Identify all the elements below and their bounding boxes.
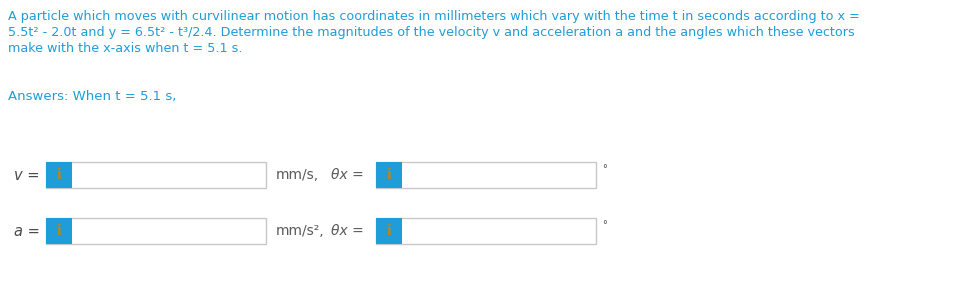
Text: A particle which moves with curvilinear motion has coordinates in millimeters wh: A particle which moves with curvilinear … <box>8 10 860 23</box>
Bar <box>46 218 266 244</box>
Text: i: i <box>386 168 391 182</box>
Text: θx =: θx = <box>331 168 363 182</box>
Bar <box>376 162 402 188</box>
Text: v =: v = <box>14 168 40 182</box>
Text: 5.5t² - 2.0t and y = 6.5t² - t³/2.4. Determine the magnitudes of the velocity v : 5.5t² - 2.0t and y = 6.5t² - t³/2.4. Det… <box>8 26 854 39</box>
Bar <box>376 218 596 244</box>
Text: i: i <box>57 224 61 238</box>
Text: i: i <box>386 224 391 238</box>
Bar <box>46 218 72 244</box>
Text: Answers: When t = 5.1 s,: Answers: When t = 5.1 s, <box>8 90 176 103</box>
Bar <box>46 162 72 188</box>
Text: °: ° <box>602 164 607 174</box>
Bar <box>376 218 402 244</box>
Text: a =: a = <box>14 223 40 239</box>
Bar <box>46 162 266 188</box>
Text: make with the x-axis when t = 5.1 s.: make with the x-axis when t = 5.1 s. <box>8 42 243 55</box>
Text: mm/s,: mm/s, <box>276 168 319 182</box>
Text: θx =: θx = <box>331 224 363 238</box>
Text: i: i <box>57 168 61 182</box>
Text: °: ° <box>602 220 607 230</box>
Bar <box>376 162 596 188</box>
Text: mm/s²,: mm/s², <box>276 224 325 238</box>
